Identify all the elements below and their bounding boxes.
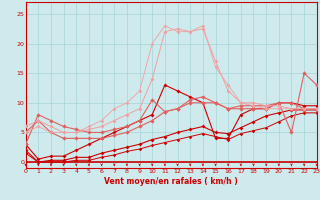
X-axis label: Vent moyen/en rafales ( km/h ): Vent moyen/en rafales ( km/h ) [104, 177, 238, 186]
